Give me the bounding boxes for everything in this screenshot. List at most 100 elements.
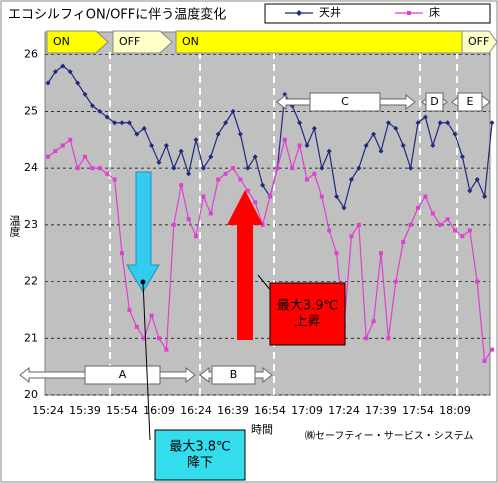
- marker: [253, 200, 258, 205]
- marker: [120, 251, 124, 256]
- marker: [312, 171, 317, 176]
- marker: [459, 154, 465, 160]
- marker: [75, 166, 80, 171]
- marker: [467, 228, 472, 233]
- marker: [90, 166, 95, 171]
- marker: [119, 120, 125, 126]
- chart-title: エコシルフィON/OFFに伴う温度変化: [8, 7, 226, 23]
- marker: [326, 148, 332, 154]
- marker: [186, 171, 192, 177]
- note-leader: [142, 281, 151, 441]
- marker: [215, 131, 221, 137]
- marker: [356, 222, 361, 227]
- marker: [482, 358, 487, 363]
- marker: [193, 137, 199, 143]
- legend-label: 床: [429, 5, 440, 19]
- phase-label: ON: [182, 35, 199, 48]
- marker: [408, 165, 414, 171]
- y-tick-label: 26: [24, 48, 38, 61]
- y-axis-label: 温度: [8, 215, 21, 238]
- marker: [89, 103, 95, 109]
- marker: [482, 193, 488, 199]
- marker: [453, 228, 457, 233]
- marker: [127, 307, 132, 312]
- marker: [438, 222, 443, 227]
- segment-label: A: [119, 368, 127, 381]
- marker: [475, 279, 480, 284]
- marker: [386, 336, 391, 341]
- phase-arrow: [46, 30, 109, 54]
- phase-label: ON: [53, 35, 70, 48]
- marker: [401, 239, 406, 244]
- x-tick-label: 17:09: [291, 404, 323, 417]
- marker: [245, 188, 250, 193]
- y-tick-label: 22: [24, 275, 38, 288]
- x-tick-label: 15:54: [106, 404, 138, 417]
- note-box: [154, 429, 246, 481]
- marker: [60, 143, 65, 148]
- marker: [75, 80, 81, 86]
- marker: [416, 205, 420, 210]
- marker: [305, 177, 309, 182]
- marker: [311, 125, 317, 131]
- legend-label: 天井: [319, 5, 341, 19]
- marker: [200, 165, 206, 171]
- marker: [371, 131, 377, 137]
- x-tick-label: 16:09: [143, 404, 175, 417]
- marker: [348, 176, 354, 182]
- up-arrow: [227, 190, 263, 340]
- marker: [385, 120, 391, 126]
- marker: [371, 319, 376, 324]
- footer: ㈱セーフティー・サービス・システム: [305, 430, 474, 442]
- marker: [422, 114, 428, 120]
- marker: [53, 149, 58, 154]
- marker: [46, 154, 50, 159]
- segment-box: [457, 92, 483, 112]
- marker: [45, 80, 51, 86]
- marker: [467, 188, 473, 194]
- legend-marker: [407, 11, 411, 15]
- marker: [490, 347, 494, 352]
- marker: [141, 125, 147, 131]
- marker: [415, 120, 421, 126]
- x-tick-label: 16:24: [180, 404, 212, 417]
- marker: [364, 336, 369, 341]
- marker: [156, 159, 162, 165]
- phase-arrow: [175, 30, 487, 54]
- marker: [126, 120, 132, 126]
- marker: [231, 166, 235, 171]
- marker: [334, 193, 340, 199]
- x-tick-label: 15:24: [32, 404, 64, 417]
- marker: [445, 120, 451, 126]
- marker: [452, 131, 458, 137]
- x-tick-label: 17:54: [402, 404, 434, 417]
- marker: [149, 313, 154, 318]
- x-tick-label: 16:54: [254, 404, 286, 417]
- marker: [334, 251, 339, 256]
- marker: [460, 234, 465, 239]
- phase-label: OFF: [119, 35, 140, 48]
- segment-box: [84, 365, 161, 385]
- marker: [349, 234, 354, 239]
- segment-box: [309, 92, 381, 112]
- marker: [149, 142, 155, 148]
- note-box: [269, 282, 346, 346]
- marker: [68, 137, 73, 142]
- note-text: 上昇: [294, 315, 320, 330]
- marker: [178, 148, 184, 154]
- marker: [363, 142, 369, 148]
- segment-label: B: [230, 368, 238, 381]
- marker: [179, 183, 184, 188]
- legend: [264, 3, 491, 24]
- marker: [171, 165, 177, 171]
- plot-area: [44, 31, 491, 396]
- phase-arrow: [461, 30, 498, 54]
- note-text: 最大3.9℃: [277, 299, 338, 314]
- marker: [378, 148, 384, 154]
- marker: [112, 177, 117, 182]
- marker: [208, 154, 214, 160]
- note-dot: [140, 279, 146, 285]
- marker: [489, 120, 495, 126]
- marker: [216, 177, 221, 182]
